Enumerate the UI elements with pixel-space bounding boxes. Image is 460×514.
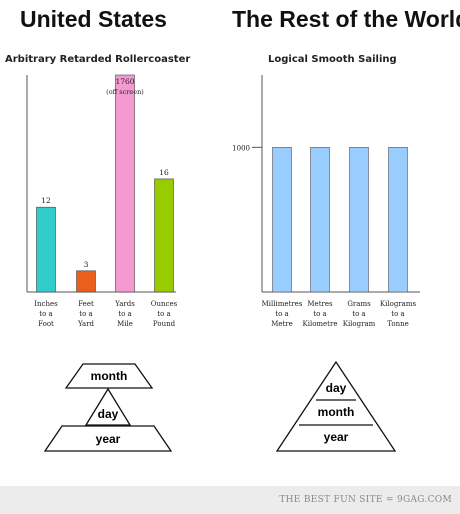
- value-label-1: 12: [41, 196, 51, 205]
- category-label-4-line-2: to a: [391, 310, 404, 318]
- category-label-3-line-2: to a: [352, 310, 365, 318]
- pyramid-day-label: day: [326, 381, 347, 395]
- chart-title-right: Logical Smooth Sailing: [268, 54, 397, 65]
- pyramid-day-shape: [84, 387, 132, 426]
- pyramid-month-shape: [64, 363, 154, 389]
- pyramid-month-label: month: [318, 405, 355, 419]
- category-label-2-line-3: Yard: [77, 320, 95, 328]
- pyramid-month-label: month: [91, 369, 128, 383]
- pyramid-year-label: year: [96, 432, 121, 446]
- off-screen-annotation: (off screen): [106, 88, 144, 96]
- category-label-3-line-1: Grams: [347, 300, 371, 308]
- category-label-2-line-1: Feet: [78, 300, 94, 308]
- value-label-3: 1760: [115, 77, 134, 86]
- category-label-3-line-3: Kilogram: [343, 320, 376, 328]
- category-label-1-line-2: to a: [39, 310, 52, 318]
- pyramid-day-label: day: [98, 407, 119, 421]
- category-label-4-line-3: Pound: [153, 320, 176, 328]
- footer-bar: THE BEST FUN SITE = 9GAG.COM: [0, 486, 460, 514]
- category-label-1-line-1: Inches: [34, 300, 58, 308]
- category-label-2-line-1: Metres: [307, 300, 333, 308]
- value-label-4: 16: [159, 168, 169, 177]
- category-label-2-line-2: to a: [313, 310, 326, 318]
- category-label-1-line-1: Millimetres: [262, 300, 303, 308]
- category-label-4-line-1: Ounces: [151, 300, 178, 308]
- category-label-4-line-3: Tonne: [387, 320, 409, 328]
- bar-3: [115, 74, 135, 293]
- category-label-2-line-2: to a: [79, 310, 92, 318]
- category-label-3-line-3: Mile: [117, 320, 133, 328]
- y-tick-label: 1000: [232, 144, 250, 152]
- bar-1: [36, 206, 56, 293]
- bar-3: [349, 147, 369, 293]
- bar-2: [310, 147, 330, 293]
- category-label-2-line-3: Kilometre: [302, 320, 337, 328]
- world-bar-chart: 1000 Millimetres to a Metre Metres to a Kilome…: [232, 75, 420, 328]
- bar-1: [272, 147, 292, 293]
- us-bar-chart: 12 Inches to a Foot 3 Feet to a Yard 1760 (off sc…: [26, 74, 178, 328]
- category-label-4-line-1: Kilograms: [380, 300, 417, 308]
- category-label-4-line-2: to a: [157, 310, 170, 318]
- category-label-1-line-2: to a: [275, 310, 288, 318]
- pyramid-year-label: year: [324, 430, 349, 444]
- pyramid-year-shape: [43, 425, 173, 452]
- pyramid-outline: [275, 360, 397, 452]
- bar-4: [154, 178, 174, 293]
- category-label-3-line-1: Yards: [114, 300, 135, 308]
- value-label-2: 3: [84, 260, 89, 269]
- category-label-1-line-3: Foot: [38, 320, 54, 328]
- category-label-1-line-3: Metre: [271, 320, 293, 328]
- footer-text: THE BEST FUN SITE = 9GAG.COM: [279, 495, 452, 505]
- chart-title-left: Arbitrary Retarded Rollercoaster: [5, 54, 191, 65]
- us-date-format-diagram: month day year: [43, 363, 173, 452]
- bar-2: [76, 270, 96, 293]
- heading-rest-of-world: The Rest of the World: [232, 6, 460, 32]
- world-date-format-diagram: day month year: [275, 360, 397, 452]
- category-label-3-line-2: to a: [118, 310, 131, 318]
- heading-united-states: United States: [20, 6, 167, 32]
- bar-4: [388, 147, 408, 293]
